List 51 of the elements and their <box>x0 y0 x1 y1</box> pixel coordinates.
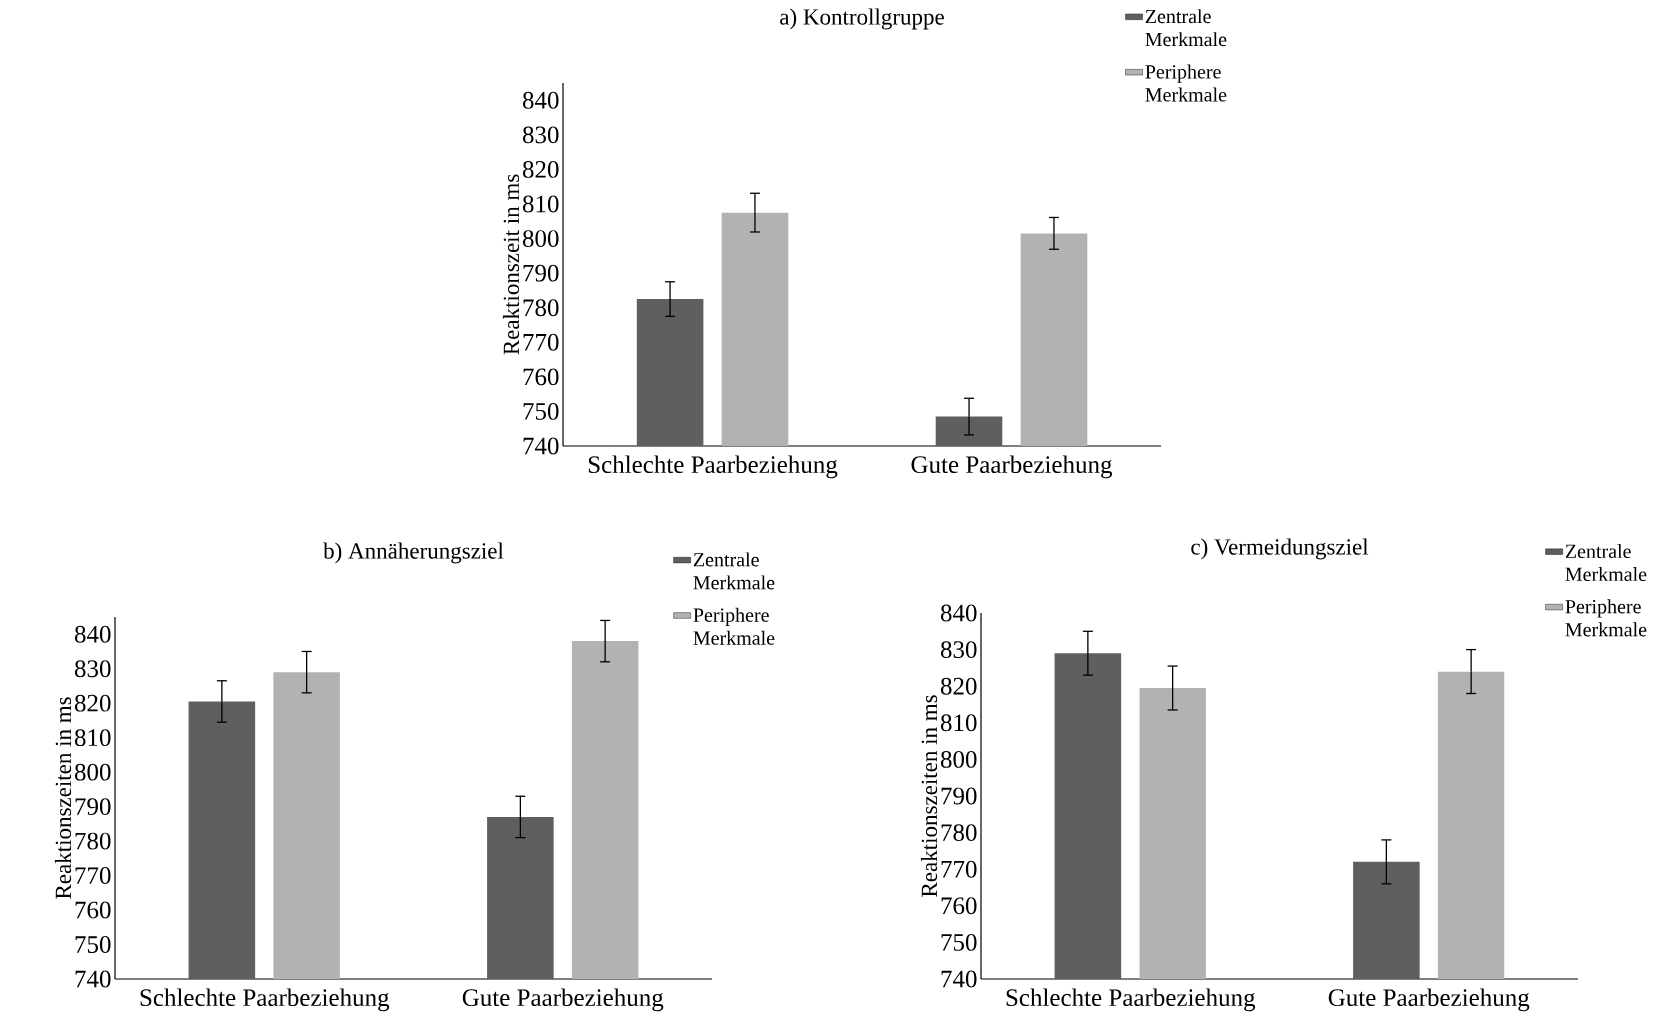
y-tick-label: 830 <box>74 660 111 678</box>
y-tick-label: 740 <box>523 437 559 455</box>
y-tick-label: 800 <box>522 230 559 247</box>
y-tick-label: 820 <box>522 160 559 178</box>
y-tick-label: 760 <box>941 897 977 915</box>
y-tick-label: 780 <box>75 832 111 850</box>
y-tick-label: 790 <box>523 264 559 282</box>
legend-label: Zentrale Merkmale <box>693 552 775 590</box>
y-tick-label: 760 <box>523 368 559 386</box>
x-tick-label: Gute Paarbeziehung <box>462 988 664 1012</box>
chart-title: b) Annäherungsziel <box>323 542 504 564</box>
x-tick-label: Gute Paarbeziehung <box>1328 988 1530 1012</box>
chart-title: a) Kontrollgruppe <box>780 8 944 30</box>
y-tick-label: 770 <box>523 333 559 351</box>
y-tick-label: 830 <box>522 126 559 144</box>
y-tick-label: 810 <box>940 714 977 732</box>
y-tick-label: 840 <box>74 625 111 643</box>
y-tick-label: 750 <box>941 933 977 951</box>
y-tick-label: 780 <box>941 824 977 842</box>
y-tick-label: 770 <box>941 860 977 878</box>
y-tick-label: 820 <box>940 677 977 695</box>
y-tick-label: 750 <box>523 402 559 420</box>
legend-label: Periphere Merkmale <box>1565 599 1647 637</box>
x-tick-label: Schlechte Paarbeziehung <box>1006 988 1256 1012</box>
y-tick-label: 810 <box>522 195 559 213</box>
y-tick-label: 790 <box>941 787 977 805</box>
y-tick-label: 770 <box>75 867 111 884</box>
y-tick-label: 740 <box>941 970 977 988</box>
y-axis-title: Reaktionszeit in ms <box>502 174 520 355</box>
x-tick-label: Schlechte Paarbeziehung <box>588 455 838 479</box>
y-tick-label: 840 <box>522 91 559 109</box>
y-tick-label: 740 <box>75 970 111 988</box>
legend-label: Zentrale Merkmale <box>1565 543 1647 582</box>
y-tick-label: 820 <box>74 694 111 712</box>
y-tick-label: 780 <box>523 299 559 317</box>
chart-title: c) Vermeidungsziel <box>1191 538 1369 560</box>
y-tick-label: 810 <box>74 729 111 747</box>
y-tick-label: 750 <box>75 936 111 953</box>
legend-label: Zentrale Merkmale <box>1145 9 1227 47</box>
legend-label: Periphere Merkmale <box>693 607 775 645</box>
legend-label: Periphere Merkmale <box>1145 64 1227 102</box>
y-tick-label: 760 <box>75 901 111 919</box>
y-axis-title: Reaktionszeiten in ms <box>920 695 938 897</box>
y-tick-label: 800 <box>940 750 977 768</box>
x-tick-label: Gute Paarbeziehung <box>911 455 1113 479</box>
y-tick-label: 840 <box>940 604 977 622</box>
y-tick-label: 790 <box>75 798 111 816</box>
y-tick-label: 800 <box>74 763 111 781</box>
y-tick-label: 830 <box>940 641 977 659</box>
x-tick-label: Schlechte Paarbeziehung <box>140 988 390 1012</box>
y-axis-title: Reaktionszeiten in ms <box>54 697 72 899</box>
